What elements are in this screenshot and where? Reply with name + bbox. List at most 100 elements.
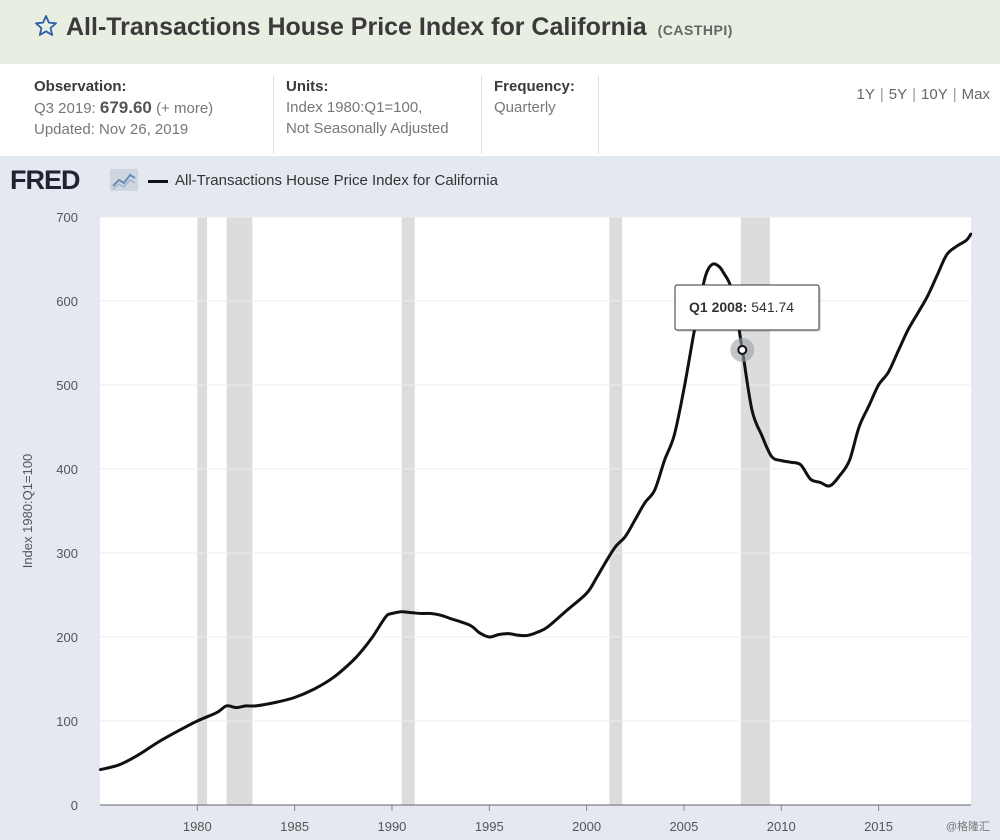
data-point xyxy=(809,477,812,481)
recession-band xyxy=(401,217,415,805)
more-link[interactable]: (+ more) xyxy=(156,100,214,117)
data-point xyxy=(410,611,413,614)
star-outline-icon[interactable] xyxy=(34,14,58,38)
range-separator: | xyxy=(952,86,957,103)
data-point xyxy=(385,613,389,617)
data-point xyxy=(750,409,754,412)
data-point xyxy=(789,461,793,464)
data-point xyxy=(857,425,861,429)
data-point xyxy=(527,634,530,637)
divider xyxy=(273,76,274,154)
y-tick-label: 600 xyxy=(56,294,78,309)
recession-band xyxy=(226,217,253,805)
data-point xyxy=(614,545,617,548)
data-point xyxy=(293,696,296,699)
data-point xyxy=(634,518,637,521)
data-point xyxy=(955,245,958,248)
data-point xyxy=(945,253,948,256)
data-point xyxy=(312,687,316,691)
data-point xyxy=(595,577,598,580)
data-point xyxy=(273,701,277,704)
x-tick-label: 1980 xyxy=(183,819,212,834)
data-point xyxy=(770,455,773,458)
data-point xyxy=(449,617,452,620)
data-point xyxy=(507,632,510,635)
range-5y-button[interactable]: 5Y xyxy=(888,86,908,103)
data-point xyxy=(419,612,423,615)
data-point xyxy=(916,312,919,315)
data-point xyxy=(624,535,627,538)
units-line1: Index 1980:Q1=100, xyxy=(286,99,423,116)
data-point xyxy=(235,706,238,709)
grid-lines xyxy=(100,216,971,722)
y-axis-label: Index 1980:Q1=100 xyxy=(20,454,35,569)
data-point xyxy=(225,704,228,708)
range-10y-button[interactable]: 10Y xyxy=(921,86,948,103)
data-point xyxy=(760,434,763,437)
data-point xyxy=(692,333,695,336)
range-max-button[interactable]: Max xyxy=(961,86,990,103)
updated-date: Updated: Nov 26, 2019 xyxy=(34,121,189,138)
data-point xyxy=(390,612,394,615)
data-point xyxy=(828,484,832,487)
observation-block: Observation: Q3 2019: 679.60 (+ more) Up… xyxy=(34,76,213,140)
y-tick-label: 300 xyxy=(56,546,78,561)
recession-band xyxy=(609,217,623,805)
page-title: All-Transactions House Price Index for C… xyxy=(66,13,733,42)
observation-label: Observation: xyxy=(34,78,127,95)
y-tick-label: 700 xyxy=(56,210,78,225)
data-point xyxy=(780,459,783,462)
data-point xyxy=(585,592,588,595)
data-point xyxy=(361,648,364,651)
data-point xyxy=(215,711,218,714)
tooltip-date: Q1 2008: xyxy=(689,299,751,315)
data-point xyxy=(517,634,520,637)
data-point xyxy=(176,729,180,733)
data-point xyxy=(254,704,257,708)
data-point xyxy=(906,329,909,332)
x-tick-label: 2005 xyxy=(669,819,698,834)
date-range-selector: 1Y | 5Y | 10Y | Max xyxy=(857,86,990,103)
data-point xyxy=(672,434,676,437)
divider xyxy=(598,76,599,154)
y-tick-label: 400 xyxy=(56,462,78,477)
title-bar: All-Transactions House Price Index for C… xyxy=(0,0,1000,64)
observation-value: 679.60 xyxy=(99,98,152,117)
range-1y-button[interactable]: 1Y xyxy=(856,86,875,103)
data-point xyxy=(497,633,501,636)
data-point xyxy=(926,295,929,298)
data-point xyxy=(118,763,121,766)
data-point xyxy=(429,612,433,615)
data-point xyxy=(439,613,442,617)
data-point xyxy=(565,608,569,612)
data-point xyxy=(653,488,656,492)
data-point xyxy=(711,262,715,266)
data-point xyxy=(468,624,472,627)
data-point xyxy=(935,274,939,277)
x-tick-label: 1985 xyxy=(280,819,309,834)
data-point xyxy=(643,501,647,504)
data-point xyxy=(604,560,608,563)
y-axis-ticks: 0 100 200 300 400 500 600 700 xyxy=(56,210,78,813)
units-line2: Not Seasonally Adjusted xyxy=(286,120,449,137)
frequency-value: Quarterly xyxy=(494,99,556,116)
y-tick-label: 100 xyxy=(56,714,78,729)
data-point xyxy=(488,635,491,639)
data-point xyxy=(332,676,335,679)
data-point xyxy=(371,635,374,639)
data-point xyxy=(716,264,720,267)
data-point xyxy=(98,768,102,771)
x-tick-label: 2000 xyxy=(572,819,601,834)
data-point xyxy=(721,270,725,273)
data-point xyxy=(838,474,841,477)
range-separator: | xyxy=(879,86,884,103)
observation-period: Q3 2019: xyxy=(34,100,96,117)
data-point xyxy=(896,350,900,353)
frequency-block: Frequency: Quarterly xyxy=(494,76,575,118)
data-point xyxy=(969,232,973,235)
y-tick-label: 500 xyxy=(56,378,78,393)
series-line[interactable] xyxy=(99,232,973,772)
data-point xyxy=(536,630,540,634)
data-point xyxy=(707,267,710,271)
